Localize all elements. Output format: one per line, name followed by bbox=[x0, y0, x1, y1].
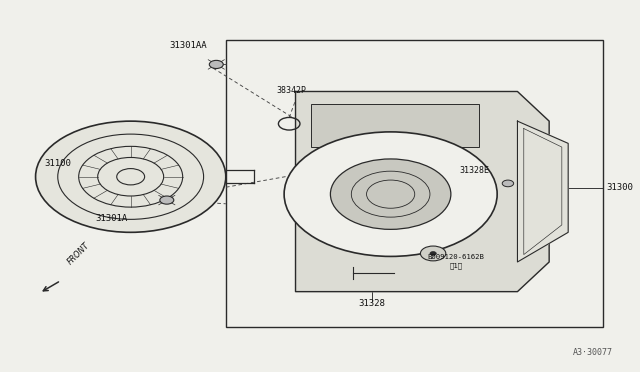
Polygon shape bbox=[518, 121, 568, 262]
Text: 38342P: 38342P bbox=[276, 86, 307, 95]
Text: 31100: 31100 bbox=[44, 159, 71, 168]
Circle shape bbox=[330, 159, 451, 230]
Circle shape bbox=[160, 196, 174, 204]
Text: 31301AA: 31301AA bbox=[169, 41, 207, 51]
Text: （1）: （1） bbox=[449, 262, 463, 269]
Polygon shape bbox=[296, 92, 549, 292]
Circle shape bbox=[420, 246, 446, 261]
Circle shape bbox=[430, 251, 436, 255]
Text: 31300: 31300 bbox=[606, 183, 633, 192]
Text: 31328: 31328 bbox=[358, 299, 385, 308]
Bar bbox=[226, 39, 603, 327]
Text: A3·30077: A3·30077 bbox=[573, 348, 612, 357]
Text: FRONT: FRONT bbox=[66, 241, 92, 266]
Text: 31328E: 31328E bbox=[459, 166, 489, 175]
Bar bbox=[312, 105, 479, 147]
Text: 31301A: 31301A bbox=[95, 214, 128, 223]
Circle shape bbox=[502, 180, 514, 187]
Text: BØ09120-6162B: BØ09120-6162B bbox=[428, 254, 484, 260]
Circle shape bbox=[209, 60, 223, 68]
Circle shape bbox=[36, 121, 226, 232]
Circle shape bbox=[284, 132, 497, 256]
